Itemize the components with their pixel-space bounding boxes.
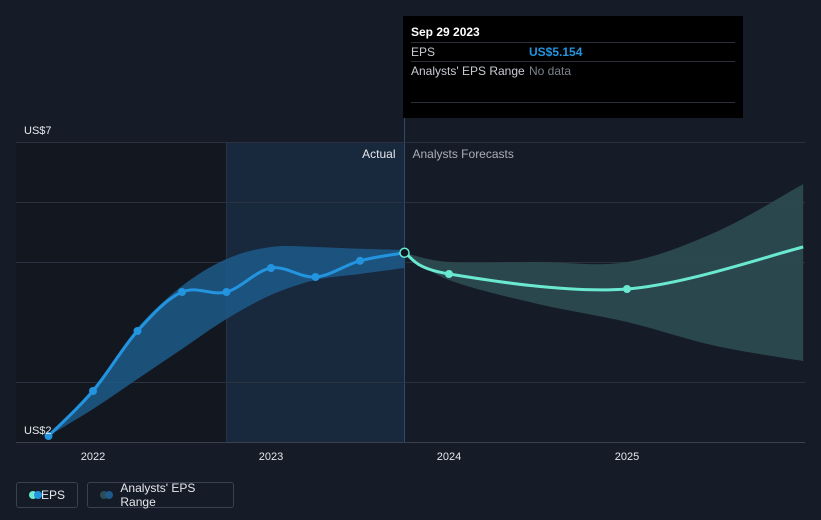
tooltip-label: EPS [411,45,436,59]
forecast-eps-line [403,245,804,292]
actual-eps-point [178,288,186,296]
actual-eps-range-band [48,246,405,436]
tooltip-row-eps: EPS US$5.154 [411,42,735,61]
legend-eps-label: EPS [40,488,65,502]
x-tick-label: 2024 [437,451,461,463]
tooltip-row-range: Analysts' EPS Range No data [411,61,735,80]
legend-range-label: Analysts' EPS Range [120,481,196,509]
x-tick-label: 2025 [615,451,639,463]
actual-eps-point [89,387,97,395]
legend-eps[interactable]: EPS [16,482,78,508]
actual-eps-point [356,256,364,265]
tooltip-value: US$5.154 [529,45,583,59]
actual-eps-point [133,327,142,335]
actual-eps-point [311,273,320,281]
legend-eps-range[interactable]: Analysts' EPS Range [87,481,234,509]
tooltip-label: Analysts' EPS Range [411,64,525,78]
y-label-bottom: US$2 [24,425,52,437]
actual-eps-point [44,432,53,440]
x-tick-label: 2023 [259,451,283,463]
actual-eps-point [222,288,231,296]
eps-swatch-icon [29,491,42,499]
tooltip: Sep 29 2023 EPS US$5.154 Analysts' EPS R… [403,16,743,118]
actual-label: Actual [362,147,395,161]
forecast-eps-point [623,285,631,293]
tooltip-value: No data [529,64,572,78]
tooltip-date: Sep 29 2023 [411,25,480,39]
forecast-eps-range-band [404,184,804,361]
forecast-label: Analysts Forecasts [413,147,514,161]
range-swatch-icon [100,491,113,499]
actual-eps-point [399,247,410,259]
y-label-top: US$7 [24,125,52,137]
forecast-eps-point [445,270,453,278]
x-tick-label: 2022 [81,451,105,463]
tooltip-divider [411,102,735,103]
actual-eps-point [267,264,275,272]
